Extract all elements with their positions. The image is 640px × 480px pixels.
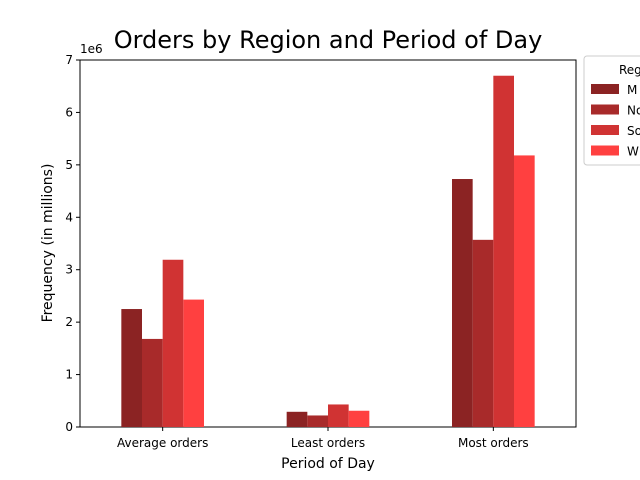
y-tick-label: 0: [65, 420, 73, 434]
chart-title: Orders by Region and Period of Day: [114, 26, 543, 54]
y-tick-label: 4: [65, 210, 73, 224]
bar-W-1: [348, 410, 370, 427]
legend-label-No: No: [627, 104, 640, 118]
legend-swatch-W: [591, 145, 619, 156]
bar-No-1: [307, 415, 328, 427]
y-tick-label: 6: [65, 105, 73, 119]
bar-W-2: [514, 155, 535, 428]
bar-So-0: [162, 259, 184, 427]
y-tick-label: 7: [65, 53, 73, 67]
x-tick-label: Most orders: [458, 436, 529, 450]
x-axis-label: Period of Day: [281, 456, 375, 472]
legend-label-M: M: [627, 83, 637, 97]
y-tick-label: 5: [65, 158, 73, 172]
bar-No-2: [472, 239, 494, 427]
bar-W-0: [183, 299, 204, 427]
legend: Reg M No So W: [583, 55, 640, 166]
y-tick-label: 2: [65, 315, 73, 329]
bar-M-1: [286, 411, 308, 427]
x-tick-label: Least orders: [291, 436, 365, 450]
bar-So-2: [493, 75, 514, 427]
legend-label-So: So: [627, 124, 640, 138]
bar-M-2: [452, 179, 473, 427]
y-tick-label: 3: [65, 263, 73, 277]
x-tick-label: Average orders: [117, 436, 208, 450]
bar-M-0: [121, 309, 142, 427]
legend-label-W: W: [627, 145, 639, 159]
legend-swatch-So: [591, 125, 619, 135]
y-axis-label: Frequency (in millions): [40, 164, 56, 323]
legend-swatch-No: [591, 104, 619, 115]
bar-No-0: [142, 338, 163, 427]
bar-So-1: [328, 404, 349, 427]
y-tick-label: 1: [65, 368, 73, 382]
legend-title: Reg: [619, 63, 640, 77]
legend-swatch-M: [591, 84, 619, 94]
y-offset-label: 1e6: [80, 42, 103, 56]
